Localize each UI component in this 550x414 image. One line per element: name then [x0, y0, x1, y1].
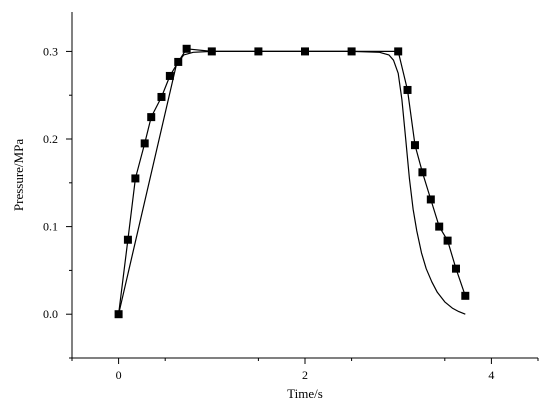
series-1-square-marker: [114, 310, 123, 319]
series-1-square-marker: [443, 236, 452, 245]
series-1-square-marker: [403, 85, 412, 94]
series-1-square-marker: [435, 222, 444, 231]
series-2-line: [118, 50, 466, 315]
y-tick-label: 0.2: [43, 132, 58, 146]
x-tick-label: 0: [116, 368, 122, 382]
y-axis-label: Pressure/MPa: [11, 139, 26, 211]
series-1-square-marker: [426, 195, 435, 204]
series-1-square-marker: [157, 92, 166, 101]
series-layer: [114, 44, 470, 319]
x-tick-label: 2: [302, 368, 308, 382]
series-1-square-marker: [147, 113, 156, 122]
series-1-square-marker: [451, 264, 460, 273]
series-1-square-marker: [461, 291, 470, 300]
x-axis-label: Time/s: [287, 386, 323, 401]
series-1-square-marker: [182, 44, 191, 53]
series-1-square-marker: [131, 174, 140, 183]
y-tick-label: 0.1: [43, 220, 58, 234]
series-1-square-marker: [140, 139, 149, 148]
series-1-square-marker: [394, 47, 403, 56]
series-1-square-marker: [418, 168, 427, 177]
x-tick-label: 4: [488, 368, 494, 382]
y-tick-label: 0.3: [43, 44, 58, 58]
y-tick-label: 0.0: [43, 307, 58, 321]
series-1-square-marker: [123, 235, 132, 244]
series-1-square-marker: [410, 141, 419, 150]
series-1-square-marker: [165, 71, 174, 80]
axes: 0 2 4 0.0 0.1 0.2 0.3: [43, 12, 539, 382]
